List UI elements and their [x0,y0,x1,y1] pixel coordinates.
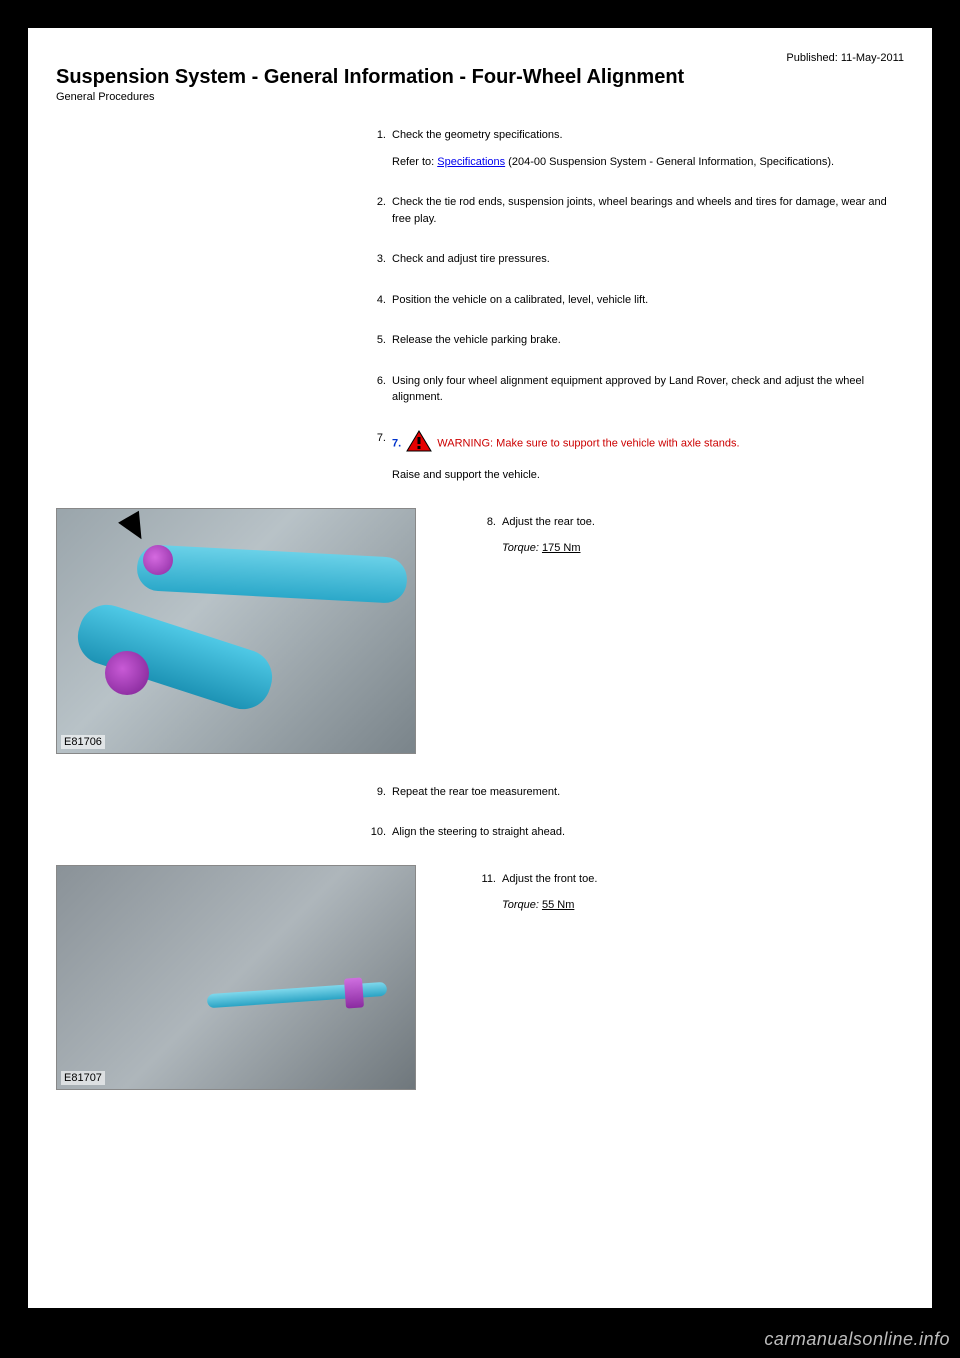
step-number: 3. [366,251,392,268]
step-text: Align the steering to straight ahead. [392,824,904,841]
step-number: 2. [366,194,392,227]
published-date: Published: 11-May-2011 [56,52,904,64]
refer-line: Refer to: Specifications (204-00 Suspens… [392,154,904,171]
figure-steps: 11. Adjust the front toe. Torque: 55 Nm [416,865,597,926]
steps-list-continued: 9. Repeat the rear toe measurement. 10. … [366,784,904,841]
torque-label: Torque: [502,899,542,911]
step-1: 1. Check the geometry specifications. Re… [366,127,904,170]
torque-value: 55 Nm [542,899,574,911]
nut-shape [143,545,173,575]
nut-shape [344,977,364,1008]
step-text: Adjust the rear toe. [502,514,595,531]
step-7: 7. 7. WARNING: Make sure to support the … [366,430,904,484]
step-number: 5. [366,332,392,349]
step-body: Check the geometry specifications. Refer… [392,127,904,170]
arrow-icon [118,510,152,545]
suspension-arm-shape [136,543,408,603]
step-body: Adjust the front toe. Torque: 55 Nm [502,871,597,914]
step-5: 5. Release the vehicle parking brake. [366,332,904,349]
step-number: 11. [476,871,502,914]
figure-rear-toe: E81706 [56,508,416,754]
step-number: 9. [366,784,392,801]
refer-prefix: Refer to: [392,156,437,168]
step-6: 6. Using only four wheel alignment equip… [366,373,904,406]
figure-id: E81706 [61,735,105,749]
figure-row-2: E81707 11. Adjust the front toe. Torque:… [56,865,904,1090]
step-number: 1. [366,127,392,170]
figure-row-1: E81706 8. Adjust the rear toe. Torque: 1… [56,508,904,754]
step-number: 8. [476,514,502,557]
warning-text: WARNING: Make sure to support the vehicl… [434,437,739,449]
suspension-arm-shape [71,597,280,716]
step-after-text: Raise and support the vehicle. [392,467,904,484]
page-subtitle: General Procedures [56,91,904,103]
step-11: 11. Adjust the front toe. Torque: 55 Nm [476,871,597,914]
step-text: Check the tie rod ends, suspension joint… [392,194,904,227]
step-number: 4. [366,292,392,309]
step-2: 2. Check the tie rod ends, suspension jo… [366,194,904,227]
torque-line: Torque: 55 Nm [502,897,597,914]
step-body: Adjust the rear toe. Torque: 175 Nm [502,514,595,557]
step-text: Using only four wheel alignment equipmen… [392,373,904,406]
torque-line: Torque: 175 Nm [502,540,595,557]
step-8: 8. Adjust the rear toe. Torque: 175 Nm [476,514,595,557]
step-number: 7. [366,430,392,484]
page: Published: 11-May-2011 Suspension System… [28,28,932,1308]
step-3: 3. Check and adjust tire pressures. [366,251,904,268]
step-text: Position the vehicle on a calibrated, le… [392,292,904,309]
step-body: 7. WARNING: Make sure to support the veh… [392,430,904,484]
figure-steps: 8. Adjust the rear toe. Torque: 175 Nm [416,508,595,569]
warning-triangle-icon [406,430,432,458]
specifications-link[interactable]: Specifications [437,156,505,168]
step-4: 4. Position the vehicle on a calibrated,… [366,292,904,309]
step-10: 10. Align the steering to straight ahead… [366,824,904,841]
step-number: 6. [366,373,392,406]
step-text: Adjust the front toe. [502,871,597,888]
steps-list: 1. Check the geometry specifications. Re… [366,127,904,484]
nut-shape [105,651,149,695]
torque-value: 175 Nm [542,542,581,554]
torque-label: Torque: [502,542,542,554]
refer-suffix: (204-00 Suspension System - General Info… [505,156,834,168]
step-number: 10. [366,824,392,841]
page-title: Suspension System - General Information … [56,66,904,89]
warning-step-number: 7. [392,437,401,449]
figure-front-toe: E81707 [56,865,416,1090]
step-text: Check the geometry specifications. [392,127,904,144]
watermark: carmanualsonline.info [764,1329,950,1350]
step-text: Release the vehicle parking brake. [392,332,904,349]
step-9: 9. Repeat the rear toe measurement. [366,784,904,801]
figure-id: E81707 [61,1071,105,1085]
warning-line: 7. WARNING: Make sure to support the veh… [392,430,904,458]
step-text: Check and adjust tire pressures. [392,251,904,268]
step-text: Repeat the rear toe measurement. [392,784,904,801]
